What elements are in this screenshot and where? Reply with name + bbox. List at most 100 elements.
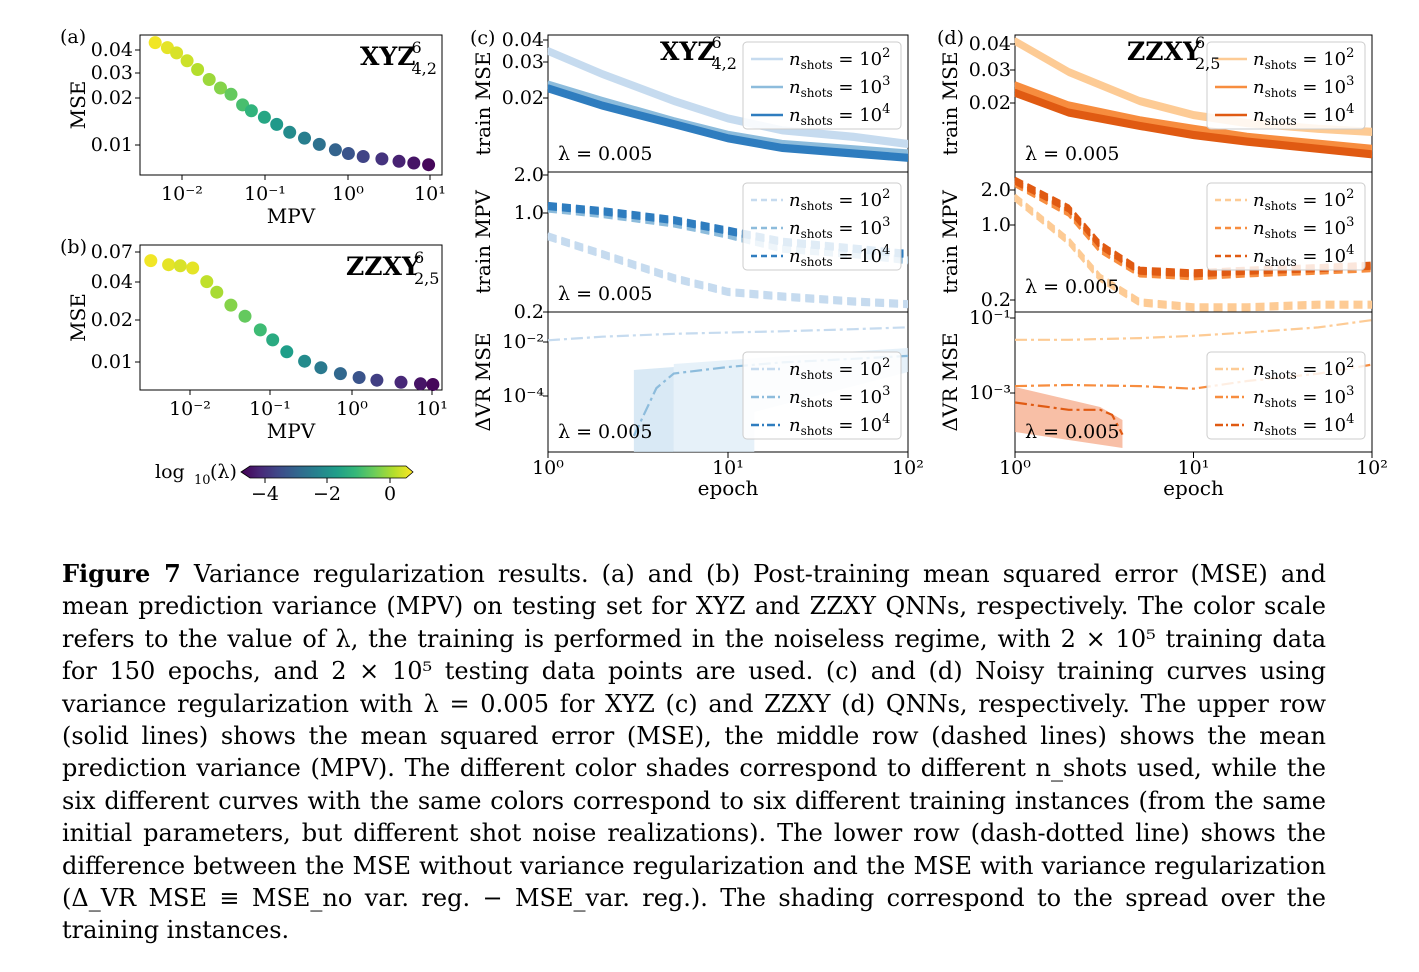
scatter-point <box>202 73 216 86</box>
y-axis-label: train MPV <box>938 190 962 294</box>
scatter-point <box>280 345 294 359</box>
legend-entry: nshots = 104 <box>1253 412 1354 438</box>
title-superscript: 6 <box>1195 33 1205 52</box>
series-line <box>1014 92 1373 156</box>
series-line <box>1014 94 1373 159</box>
lambda-label: λ = 0.005 <box>1025 276 1119 298</box>
series-line <box>547 235 909 306</box>
scatter-point <box>392 154 406 168</box>
scatter-point <box>356 150 370 163</box>
scatter-point <box>224 298 238 312</box>
series-line <box>547 233 909 304</box>
series-line <box>547 326 909 342</box>
series-line <box>547 46 909 143</box>
series-line <box>547 234 909 305</box>
legend-box <box>742 351 902 440</box>
scatter-point <box>148 36 162 50</box>
scatter-point <box>426 378 440 391</box>
scatter-point <box>200 275 214 289</box>
panel-b: (b) 10⁻² 10⁻¹ 10⁰ 10¹ 0.07 0.04 0.02 0.01 MPV MSE Z… <box>60 236 448 443</box>
y-tick-label: 0.02 <box>969 92 1011 114</box>
title-superscript: 6 <box>414 248 424 267</box>
title-subscript: 4,2 <box>412 59 437 78</box>
y-tick-label: 0.01 <box>91 351 133 373</box>
series-line <box>547 89 909 161</box>
y-tick-label: 0.04 <box>91 271 133 293</box>
x-tick-label: 10¹ <box>414 183 446 205</box>
x-tick-label: 10⁰ <box>999 457 1031 479</box>
x-axis-label: epoch <box>698 476 759 500</box>
y-tick-label: 10⁻² <box>502 331 544 353</box>
colorbar: log 10 (λ) −4 −2 0 <box>155 461 414 505</box>
series-line <box>547 87 909 160</box>
y-tick-label: 10⁻³ <box>969 382 1011 404</box>
x-tick-label: 10¹ <box>416 398 448 420</box>
legend-entry: nshots = 104 <box>1253 102 1354 128</box>
series-line <box>547 238 909 309</box>
scatter-point <box>257 110 271 124</box>
scatter-point <box>333 367 347 381</box>
series-line <box>547 85 909 158</box>
panel-title: ZZXY <box>1127 37 1202 66</box>
y-axis-label: train MSE <box>938 52 962 156</box>
spread-shading <box>1015 387 1123 448</box>
y-tick-label: 0.2 <box>981 289 1011 311</box>
scatter-point <box>312 137 326 151</box>
title-superscript: 6 <box>412 38 422 57</box>
legend-box <box>742 41 902 130</box>
panel-d: (d) 0.04 0.03 0.02 train MSE λ = 0.005 nshots … <box>937 27 1388 500</box>
panel-label: (d) <box>937 27 964 49</box>
legend-entry: nshots = 103 <box>789 74 890 100</box>
series-line <box>547 86 909 159</box>
scatter-point <box>298 131 311 145</box>
y-tick-label: 0.02 <box>91 309 133 331</box>
series-line <box>1015 319 1373 341</box>
series-line <box>1014 88 1373 153</box>
y-tick-label: 0.04 <box>502 29 544 51</box>
series-line <box>547 50 909 146</box>
legend-box <box>1206 41 1366 130</box>
legend-box <box>1206 351 1366 440</box>
y-tick-label: 0.04 <box>969 33 1011 55</box>
lambda-label: λ = 0.005 <box>558 283 652 305</box>
legend-entry: nshots = 103 <box>1253 74 1354 100</box>
series-line <box>1014 81 1373 147</box>
series-line <box>547 232 909 303</box>
y-tick-label: 2.0 <box>514 164 544 186</box>
series-line <box>547 49 909 145</box>
series-line <box>1014 199 1372 312</box>
series-line <box>547 52 909 149</box>
scatter-point <box>244 104 258 118</box>
scatter-point <box>375 152 389 166</box>
title-subscript: 4,2 <box>712 54 737 73</box>
scatter-point <box>266 333 280 347</box>
legend-box <box>742 182 902 271</box>
series-line <box>547 90 909 162</box>
panel-label: (b) <box>60 236 87 258</box>
x-tick-label: 10⁰ <box>336 398 368 420</box>
x-tick-label: 10⁻² <box>169 398 211 420</box>
series-line <box>1014 91 1373 155</box>
series-line <box>1014 93 1373 158</box>
title-subscript: 2,5 <box>414 269 439 288</box>
y-axis-label: ΔVR MSE <box>938 332 962 431</box>
legend-entry: nshots = 102 <box>1253 356 1354 382</box>
series-line <box>1014 84 1373 151</box>
row-1: 0.040.03 0.02 2.0 train MSE λ = 0.005 nshots … <box>471 29 909 186</box>
x-tick-label: 10⁻² <box>161 183 203 205</box>
y-tick-label: 1.0 <box>514 202 544 224</box>
y-tick-label: 0.07 <box>91 241 133 263</box>
scatter-point <box>238 309 252 323</box>
colorbar-tick-label: −4 <box>251 483 279 505</box>
caption-text: Variance regularization results. (a) and… <box>62 560 1326 945</box>
x-tick-label: 10⁰ <box>532 457 564 479</box>
figure-canvas: (a)10⁻² 10⁻¹ 10⁰ 10¹0.040.030.020.01MPVMSEX… <box>60 26 1388 505</box>
scatter-point <box>314 361 328 375</box>
